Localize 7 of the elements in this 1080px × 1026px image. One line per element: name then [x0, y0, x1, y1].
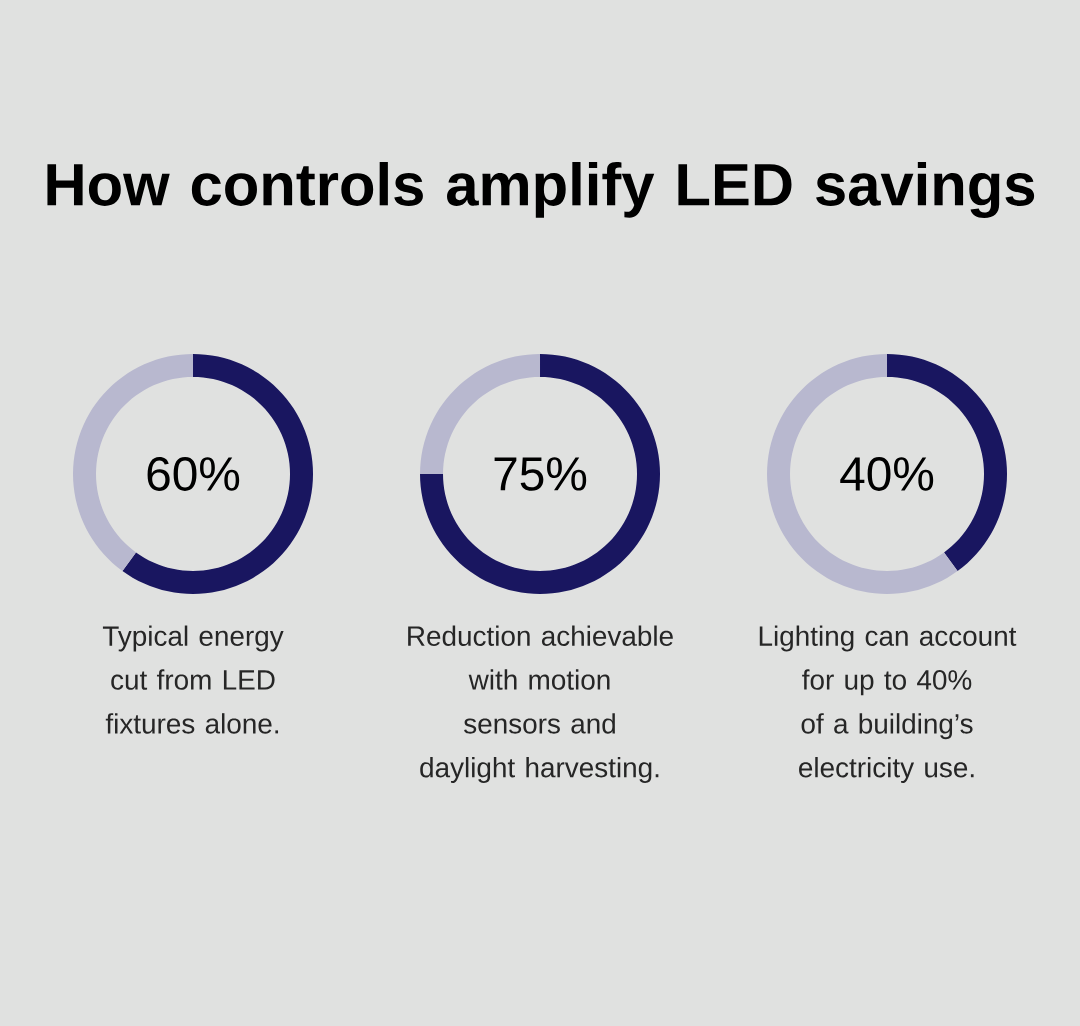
text: 60%: [147, 457, 240, 491]
text: 40%: [840, 457, 934, 491]
text: Lighting can account for up to 40% of a building’s electricity use.: [759, 625, 1017, 783]
text: 75%: [494, 457, 587, 491]
text: Reduction achievable with motion sensors and daylight harvesting.: [408, 625, 673, 783]
text: How controls amplify LED savings: [47, 161, 1035, 218]
text: Typical energy cut from LED fixtures alone.: [102, 625, 284, 734]
